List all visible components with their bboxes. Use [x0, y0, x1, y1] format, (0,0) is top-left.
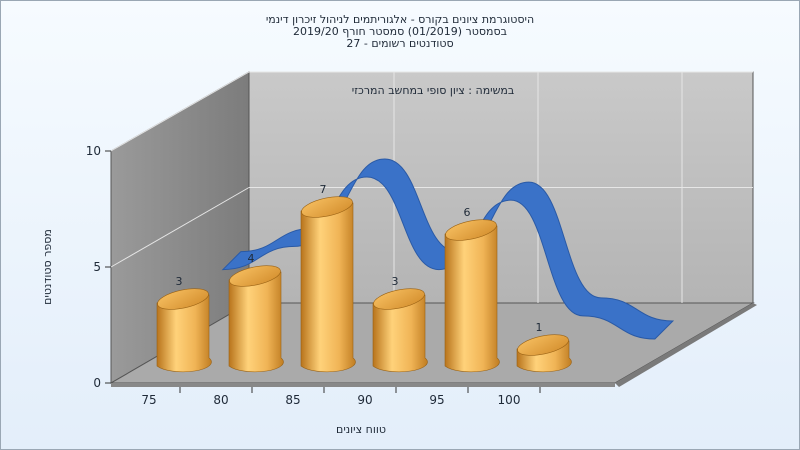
- x-tick-label: 95: [429, 393, 444, 407]
- floor-front-edge: [111, 383, 615, 387]
- x-tick-label: 90: [357, 393, 372, 407]
- bar-data-label: 7: [320, 183, 327, 196]
- bar-body: [372, 294, 428, 373]
- bar-cap: [229, 265, 281, 287]
- x-tick-label: 80: [213, 393, 228, 407]
- chart-annotation: במשימה : ציון סופי במחשב המרכזי: [352, 84, 515, 97]
- bar-body: [444, 225, 500, 373]
- floor-right-edge: [615, 303, 757, 387]
- grid-line-left: [110, 187, 250, 268]
- bar-body: [300, 202, 356, 373]
- y-tick-label: 10: [86, 144, 101, 158]
- bar-cap: [517, 334, 569, 356]
- bar-data-label: 4: [248, 252, 255, 265]
- bar: 3: [156, 275, 212, 373]
- bars: 3 4 7 3 6 1: [156, 183, 572, 373]
- y-axis-title: מספר סטודנטים: [41, 229, 54, 305]
- bar: 7: [300, 183, 356, 373]
- bar-body: [156, 294, 212, 373]
- bar-data-label: 3: [392, 275, 399, 288]
- chart-title-line-3: סטודנטים רשומים - 27: [346, 37, 454, 50]
- x-axis-title: טווח ציונים: [336, 423, 386, 436]
- bar: 3: [372, 275, 428, 373]
- grid-line-left: [110, 71, 250, 152]
- bar: 6: [444, 206, 500, 373]
- x-tick-label: 85: [285, 393, 300, 407]
- x-tick-label: 100: [498, 393, 521, 407]
- bar-data-label: 1: [536, 321, 543, 334]
- bar-cap: [445, 219, 497, 241]
- y-axis-ticks: 0 5 10: [86, 144, 111, 390]
- bar: 4: [228, 252, 284, 373]
- chart-title-line-2: בסמסטר (01/2019) סמסטר חורף 2019/20: [293, 25, 507, 38]
- bar-cap: [157, 288, 209, 310]
- bar-data-label: 6: [464, 206, 471, 219]
- bar-cap: [301, 196, 353, 218]
- bar-cap: [373, 288, 425, 310]
- y-tick-label: 5: [93, 260, 101, 274]
- bar-body: [228, 271, 284, 373]
- bar: 1: [516, 321, 572, 373]
- x-axis-ticks: 75 80 85 90 95 100: [141, 387, 541, 407]
- bar-data-label: 3: [176, 275, 183, 288]
- y-tick-label: 0: [93, 376, 101, 390]
- x-tick-label: 75: [141, 393, 156, 407]
- chart-title-line-1: היסטוגרמת ציונים בקורס - אלגוריתמים לניה…: [265, 13, 535, 26]
